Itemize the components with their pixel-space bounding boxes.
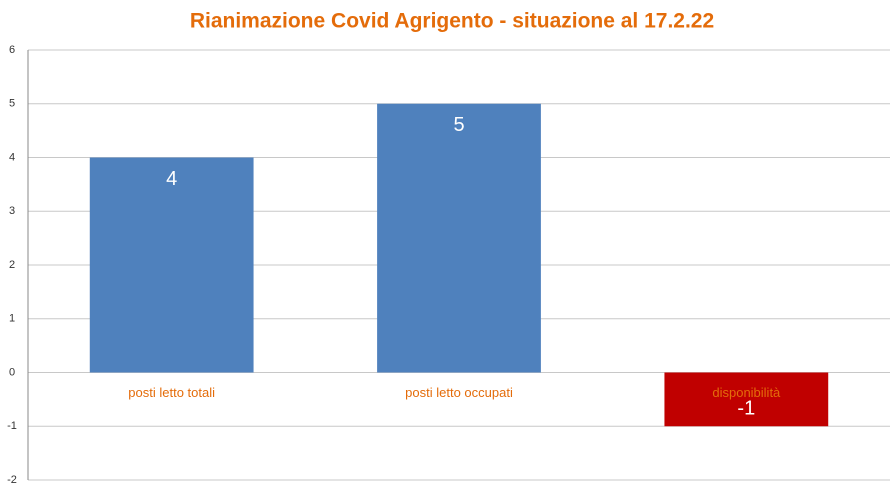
bar [89,157,254,373]
data-label: 5 [453,114,464,136]
x-tick-label: posti letto occupati [405,385,513,400]
y-tick-label: 3 [9,205,15,217]
chart-title: Rianimazione Covid Agrigento - situazion… [190,10,714,33]
bar [664,372,829,427]
y-tick-label: 5 [9,98,15,110]
y-tick-label: 2 [9,259,15,271]
y-tick-label: 4 [9,151,15,163]
y-tick-label: 6 [9,44,15,56]
x-tick-label: disponibilità [712,385,781,400]
x-tick-label: posti letto totali [128,385,215,400]
data-label: -1 [737,398,755,420]
bar [377,103,541,373]
y-tick-label: 0 [9,366,15,378]
y-tick-label: -1 [7,420,17,432]
y-tick-label: 1 [9,313,15,325]
data-label: 4 [166,168,177,190]
y-tick-label: -2 [7,474,17,486]
